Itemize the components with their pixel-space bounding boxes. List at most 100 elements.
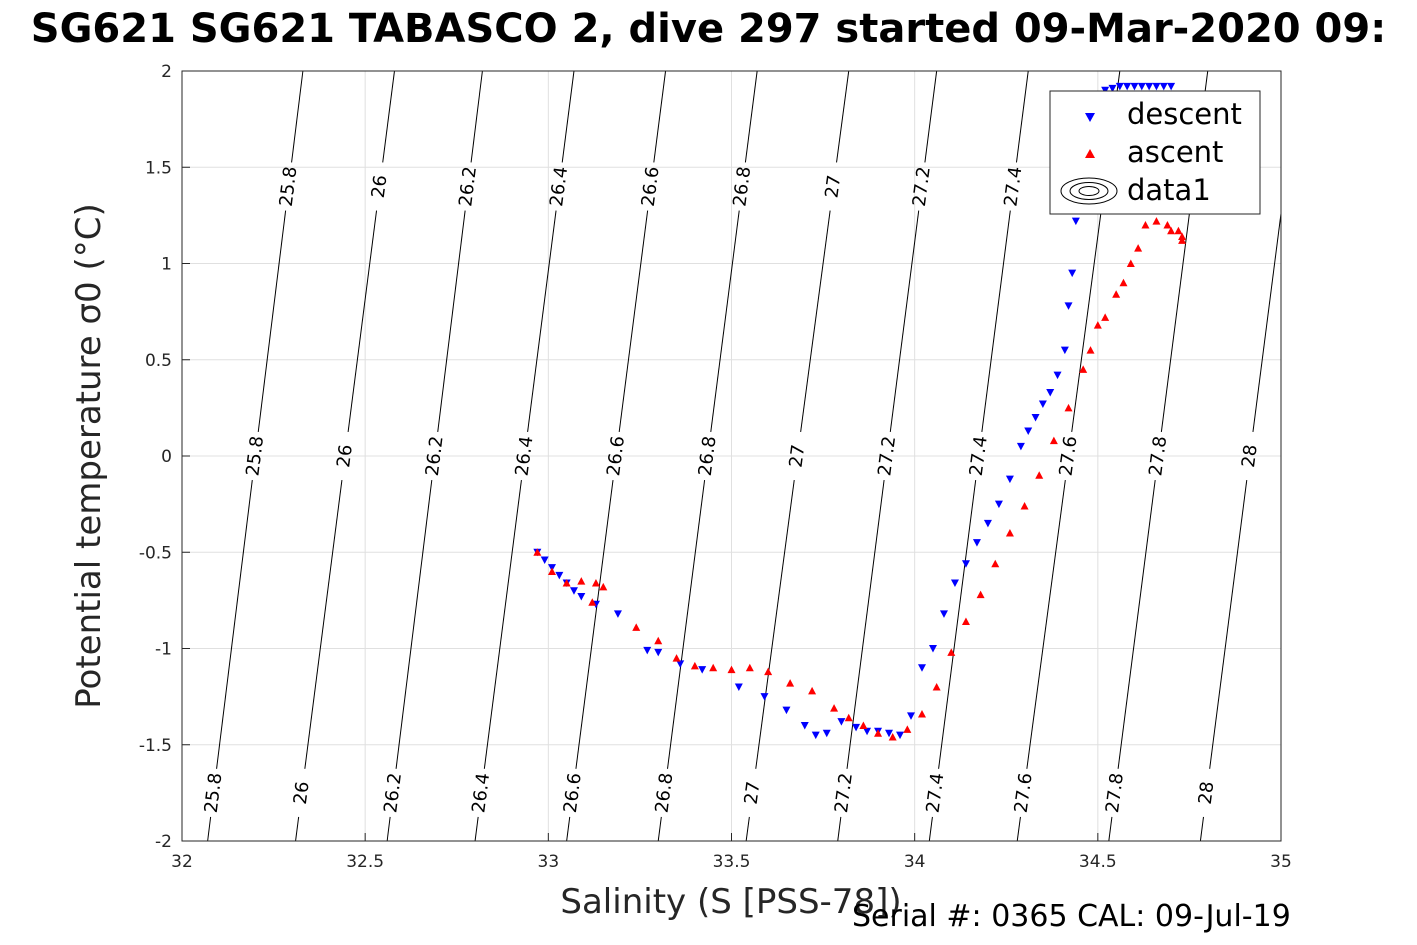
contour-segment bbox=[561, 70, 575, 163]
data-point-ascent bbox=[874, 729, 883, 737]
data-point-descent bbox=[800, 722, 809, 730]
data-points bbox=[533, 82, 1187, 741]
contour-label: 27.4 bbox=[1000, 165, 1026, 207]
contour-segment bbox=[575, 479, 614, 769]
legend-descent-marker bbox=[1085, 113, 1095, 122]
contour-line: 28 28 bbox=[1195, 213, 1282, 842]
data-point-descent bbox=[760, 693, 769, 701]
data-point-descent bbox=[569, 587, 578, 595]
data-point-ascent bbox=[1086, 346, 1095, 354]
contour-segment bbox=[1015, 70, 1029, 163]
data-point-ascent bbox=[1126, 259, 1135, 267]
contour-label: 27.4 bbox=[923, 772, 949, 814]
contour-segment bbox=[1026, 479, 1066, 769]
y-tick-label: 0 bbox=[161, 447, 172, 467]
data-point-descent bbox=[1005, 475, 1014, 484]
data-point-descent bbox=[1024, 427, 1033, 435]
data-point-descent bbox=[837, 718, 846, 726]
data-point-ascent bbox=[844, 713, 853, 722]
data-point-descent bbox=[907, 712, 916, 720]
data-point-ascent bbox=[1167, 226, 1176, 235]
data-point-descent bbox=[1159, 82, 1168, 91]
data-point-descent bbox=[734, 683, 743, 691]
legend[interactable]: descent ascent data1 bbox=[1049, 90, 1261, 215]
data-point-ascent bbox=[1093, 321, 1102, 329]
contour-label: 26.6 bbox=[560, 772, 586, 814]
x-tick-label: 32 bbox=[171, 852, 193, 872]
contour-segment bbox=[207, 816, 212, 842]
contour-line: 26 26 26 bbox=[290, 70, 395, 842]
contour-line: 25.8 25.8 25.8 bbox=[201, 70, 304, 842]
data-point-descent bbox=[1167, 82, 1176, 91]
data-point-ascent bbox=[1178, 236, 1187, 244]
data-point-ascent bbox=[599, 582, 608, 591]
chart-title: SG621 SG621 TABASCO 2, dive 297 started … bbox=[30, 6, 1387, 52]
contour-segment bbox=[981, 210, 1011, 433]
series-ascent bbox=[533, 217, 1187, 741]
contour-segment bbox=[483, 479, 522, 769]
contour-segment bbox=[837, 816, 842, 842]
contour-segment bbox=[386, 816, 391, 842]
data-point-descent bbox=[1071, 217, 1080, 226]
data-point-descent bbox=[1053, 371, 1062, 380]
contour-label: 27 bbox=[786, 443, 810, 468]
contour-segment bbox=[924, 70, 938, 163]
x-tick-label: 35 bbox=[1270, 852, 1292, 872]
contour-segment bbox=[470, 70, 483, 163]
contour-label: 26.4 bbox=[546, 165, 572, 207]
legend-box bbox=[1049, 90, 1261, 215]
data-point-descent bbox=[1038, 400, 1047, 409]
data-point-ascent bbox=[672, 654, 681, 662]
contour-segment bbox=[257, 210, 287, 432]
contour-label: 27.8 bbox=[1145, 435, 1171, 477]
contour-segment bbox=[653, 70, 667, 163]
contour-line: 27.4 27.4 27.4 bbox=[923, 70, 1029, 842]
contour-segment bbox=[1160, 210, 1191, 433]
data-point-descent bbox=[782, 706, 791, 715]
data-point-ascent bbox=[654, 636, 663, 645]
contour-label: 26.2 bbox=[455, 165, 481, 207]
data-point-ascent bbox=[1035, 471, 1044, 479]
contour-segment bbox=[928, 816, 933, 842]
contour-label: 26.4 bbox=[468, 772, 494, 814]
contour-segment bbox=[618, 210, 649, 433]
data-point-ascent bbox=[547, 567, 556, 575]
data-point-ascent bbox=[562, 579, 571, 587]
data-point-ascent bbox=[1101, 313, 1110, 321]
data-point-ascent bbox=[591, 579, 600, 587]
contour-segment bbox=[657, 816, 662, 842]
legend-data1-label: data1 bbox=[1127, 173, 1211, 207]
contour-line: 26.8 26.8 26.8 bbox=[651, 70, 758, 842]
data-point-descent bbox=[994, 500, 1003, 509]
data-point-descent bbox=[852, 723, 861, 732]
contour-segment bbox=[216, 480, 253, 769]
data-point-ascent bbox=[903, 725, 912, 733]
contour-segment bbox=[347, 210, 378, 433]
data-point-ascent bbox=[1134, 244, 1143, 252]
x-ticks: 32 32.5 33 33.5 34 34.5 35 bbox=[171, 833, 1292, 872]
contour-segment bbox=[1016, 816, 1021, 842]
y-ticks: -2 -1.5 -1 -0.5 0 0.5 1 1.5 2 bbox=[139, 62, 190, 852]
data-point-ascent bbox=[632, 623, 641, 631]
data-point-ascent bbox=[961, 617, 970, 626]
data-point-ascent bbox=[745, 663, 754, 672]
data-point-descent bbox=[950, 579, 959, 588]
data-point-descent bbox=[613, 610, 622, 618]
contour-segment bbox=[755, 479, 795, 769]
contour-label: 26 bbox=[290, 780, 314, 805]
contour-segment bbox=[474, 816, 479, 842]
data-point-descent bbox=[643, 646, 652, 655]
contour-segment bbox=[846, 479, 885, 769]
contour-label: 27.2 bbox=[909, 165, 935, 207]
contour-segment bbox=[304, 479, 343, 769]
contour-label: 25.8 bbox=[276, 165, 302, 207]
x-tick-label: 32.5 bbox=[346, 852, 384, 872]
data-point-ascent bbox=[947, 648, 956, 656]
data-point-ascent bbox=[764, 667, 773, 676]
data-point-descent bbox=[577, 593, 586, 601]
x-axis-label: Salinity (S [PSS-78]) bbox=[560, 882, 901, 922]
contour-segment bbox=[667, 479, 706, 769]
contour-segment bbox=[566, 816, 571, 842]
data-point-descent bbox=[1115, 82, 1124, 91]
data-point-descent bbox=[972, 539, 981, 547]
